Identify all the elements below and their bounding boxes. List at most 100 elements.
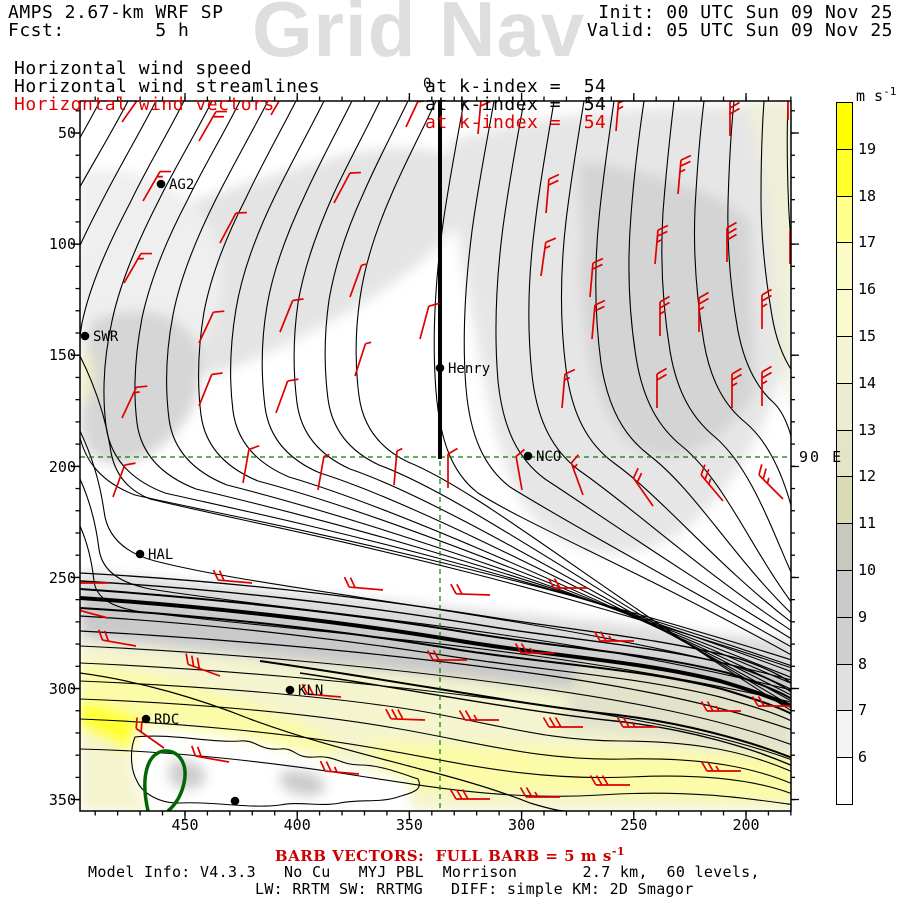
colorbar-tick-label: 12 bbox=[858, 467, 877, 486]
wind-barb bbox=[700, 761, 741, 772]
valid-time: Valid: 05 UTC Sun 09 Nov 25 bbox=[586, 20, 893, 41]
legend-label: Horizontal wind speed bbox=[14, 58, 253, 79]
streamline bbox=[80, 718, 791, 795]
wind-barb bbox=[589, 775, 630, 786]
streamline bbox=[760, 101, 791, 371]
fill-region bbox=[168, 759, 206, 790]
y-tick-label: 250 bbox=[48, 568, 76, 587]
fill-region bbox=[360, 741, 791, 801]
station-dot bbox=[141, 714, 151, 724]
station-dot bbox=[80, 331, 90, 341]
colorbar-cell bbox=[836, 382, 853, 431]
colorbar-cell bbox=[836, 102, 853, 150]
streamline bbox=[560, 101, 791, 623]
colorbar-cell bbox=[836, 476, 853, 525]
streamline bbox=[80, 680, 791, 772]
station-label: KLN bbox=[298, 683, 323, 699]
colorbar-tick-label: 15 bbox=[858, 327, 877, 345]
streamline bbox=[80, 645, 791, 746]
init-time: Init: 00 UTC Sun 09 Nov 25 bbox=[598, 2, 893, 23]
streamline bbox=[727, 101, 791, 439]
wind-barb bbox=[97, 629, 137, 647]
fill-region bbox=[745, 101, 791, 407]
station-label: RDC bbox=[154, 712, 179, 728]
legend-label: Horizontal wind streamlines bbox=[14, 76, 321, 97]
fill-region bbox=[280, 769, 326, 797]
colorbar-tick-label: 8 bbox=[858, 654, 868, 673]
wind-barb bbox=[698, 291, 709, 332]
wind-barb bbox=[135, 717, 165, 749]
stations: AG2 SWR Henry NCO HAL KLN RDC bbox=[80, 177, 561, 806]
wind-barb bbox=[393, 447, 403, 486]
streamline bbox=[299, 672, 791, 767]
wind-barb bbox=[219, 211, 247, 244]
station-dot bbox=[230, 796, 240, 806]
wind-barb bbox=[317, 453, 330, 491]
wind-barb bbox=[447, 447, 458, 488]
streamline bbox=[693, 101, 791, 508]
wind-barb bbox=[450, 583, 491, 596]
y-tick-label: 300 bbox=[48, 679, 76, 698]
wind-barb bbox=[593, 631, 634, 642]
fill-region bbox=[560, 661, 791, 761]
wind-barb bbox=[80, 573, 108, 584]
wind-barb bbox=[419, 302, 440, 340]
streamline bbox=[261, 101, 791, 696]
station-label: Henry bbox=[448, 361, 490, 377]
meridian-label: 90 E bbox=[799, 448, 844, 466]
wind-barb bbox=[185, 653, 221, 677]
fill-region bbox=[578, 161, 755, 457]
physics-info-line: LW: RRTM SW: RRTMG DIFF: simple KM: 2D S… bbox=[255, 880, 694, 898]
colorbar-tick-label: 11 bbox=[858, 514, 877, 533]
wind-barb bbox=[515, 448, 526, 491]
colorbar-cell bbox=[836, 195, 853, 244]
streamline bbox=[80, 101, 101, 139]
wind-barb bbox=[477, 101, 492, 135]
station-dot bbox=[523, 451, 533, 461]
colorbar-tick-label: 9 bbox=[858, 607, 868, 626]
wind-barb bbox=[349, 263, 368, 298]
station-label: SWR bbox=[93, 329, 119, 345]
wind-barb bbox=[449, 789, 490, 800]
wind-barb bbox=[654, 224, 669, 265]
streamline bbox=[80, 101, 129, 188]
streamline bbox=[355, 101, 791, 712]
colorbar-cell bbox=[836, 242, 853, 291]
streamline bbox=[324, 101, 791, 707]
wind-barb bbox=[589, 257, 604, 298]
wind-barb bbox=[301, 683, 342, 698]
streamline bbox=[495, 101, 791, 640]
wind-barb bbox=[542, 717, 583, 728]
legend-row-streamlines: Horizontal wind streamlines at k-index =… bbox=[0, 60, 900, 114]
colorbar-tick-label: 7 bbox=[858, 701, 868, 720]
map-frame bbox=[79, 100, 792, 812]
wind-barb bbox=[731, 367, 742, 408]
streamline bbox=[80, 580, 791, 693]
colorbar-cell bbox=[836, 148, 853, 197]
x-tick-label: 350 bbox=[395, 816, 423, 834]
forecast-hour: Fcst: 5 h bbox=[8, 20, 190, 41]
streamline bbox=[628, 101, 791, 603]
wind-barb bbox=[519, 787, 560, 798]
streamline bbox=[786, 101, 791, 250]
x-tick-label: 300 bbox=[508, 816, 536, 834]
wind-barb bbox=[354, 341, 372, 377]
wind-barb bbox=[198, 372, 223, 407]
y-tick-label: 50 bbox=[57, 124, 76, 142]
wind-barb bbox=[656, 367, 667, 408]
streamline bbox=[80, 615, 791, 722]
y-tick-label: 100 bbox=[48, 235, 76, 254]
wind-barb bbox=[787, 101, 789, 120]
colorbar-cell bbox=[836, 570, 853, 618]
station-dot bbox=[285, 685, 295, 695]
colorbar-cell bbox=[836, 523, 853, 571]
streamline bbox=[80, 672, 566, 811]
station-dot bbox=[156, 179, 166, 189]
colorbar-units: m s-1 bbox=[856, 85, 897, 105]
wind-barb bbox=[514, 643, 555, 654]
wind-barb bbox=[570, 454, 584, 496]
wind-barb bbox=[761, 288, 772, 329]
colorbar-cell bbox=[836, 289, 853, 337]
streamline bbox=[80, 101, 791, 661]
streamline bbox=[198, 101, 791, 684]
